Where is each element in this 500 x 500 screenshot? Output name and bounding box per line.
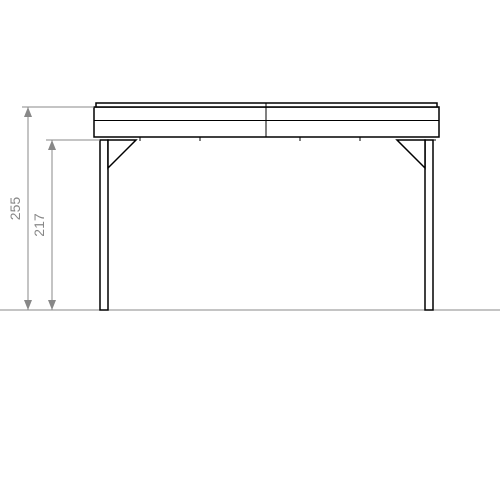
elevation-drawing: 255 217 xyxy=(0,0,500,500)
left-post xyxy=(100,140,108,310)
dim-arrow xyxy=(48,140,56,150)
dim-arrow xyxy=(24,107,32,117)
right-post xyxy=(425,140,433,310)
dim-overall-label: 255 xyxy=(7,197,23,221)
right-brace xyxy=(397,140,425,168)
dim-clear-label: 217 xyxy=(31,213,47,237)
dim-arrow xyxy=(48,300,56,310)
dim-arrow xyxy=(24,300,32,310)
left-brace xyxy=(108,140,136,168)
